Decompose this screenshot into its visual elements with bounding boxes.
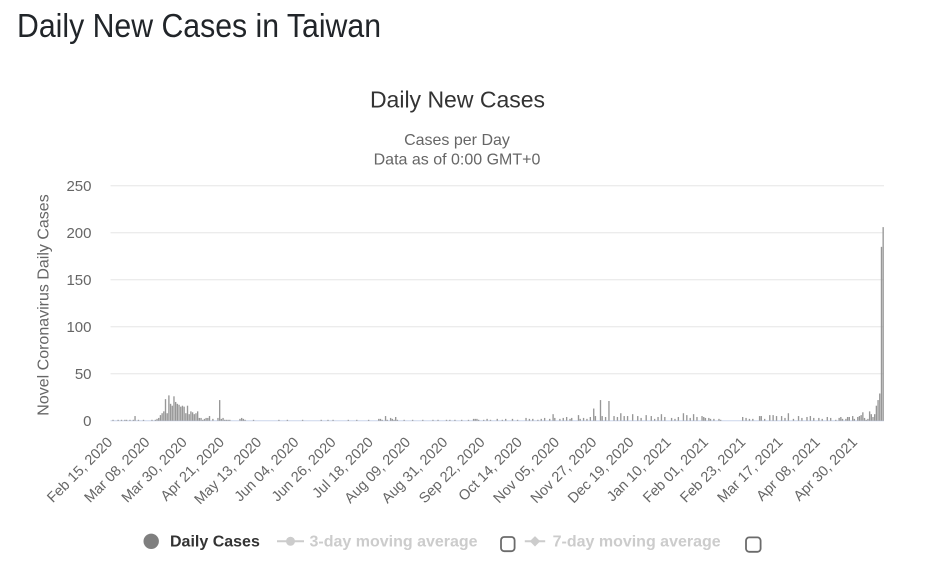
svg-text:100: 100 — [66, 319, 91, 336]
svg-text:250: 250 — [66, 178, 91, 195]
svg-text:Daily Cases: Daily Cases — [170, 534, 260, 551]
svg-text:Novel Coronavirus Daily Cases: Novel Coronavirus Daily Cases — [36, 194, 53, 415]
svg-text:150: 150 — [66, 272, 91, 289]
svg-text:50: 50 — [75, 366, 92, 383]
svg-text:Daily New Cases: Daily New Cases — [370, 87, 545, 113]
svg-text:3-day moving average: 3-day moving average — [310, 534, 478, 551]
svg-text:0: 0 — [83, 413, 91, 430]
svg-text:200: 200 — [66, 225, 91, 242]
svg-text:Cases per Day: Cases per Day — [404, 132, 510, 149]
svg-text:Data as of 0:00 GMT+0: Data as of 0:00 GMT+0 — [374, 151, 541, 168]
svg-text:7-day moving average: 7-day moving average — [553, 534, 721, 551]
